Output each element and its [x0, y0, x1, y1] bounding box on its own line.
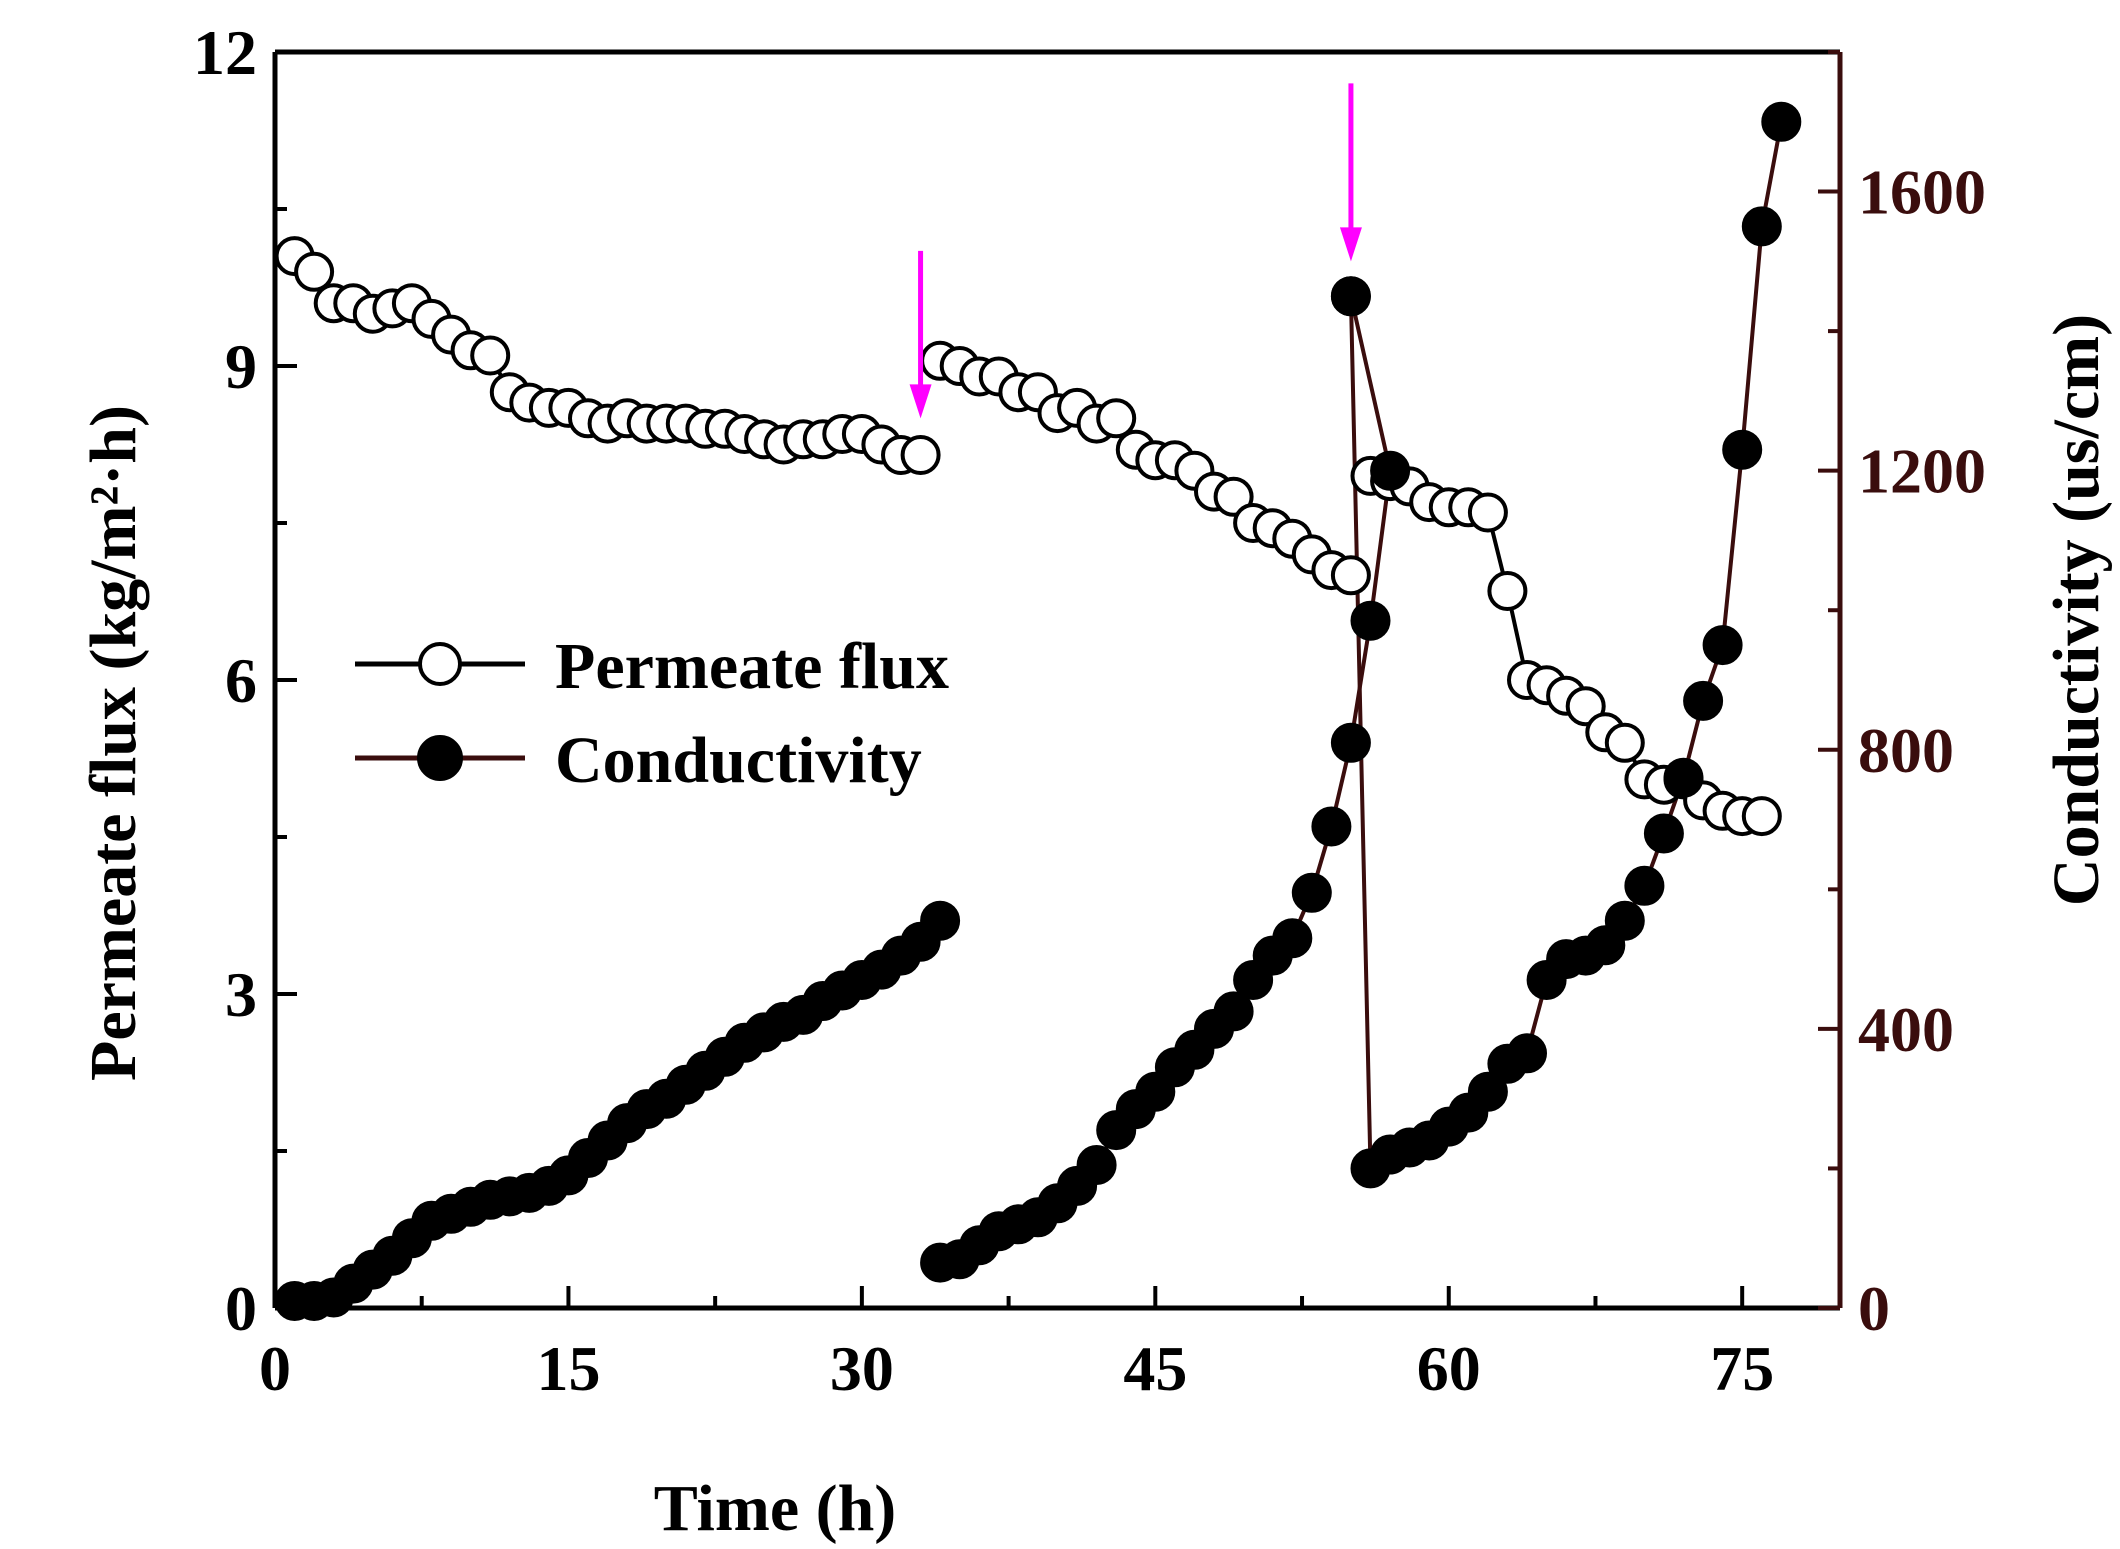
y-tick-label: 9 — [225, 331, 257, 402]
data-point-conductivity — [1643, 813, 1684, 854]
data-point-conductivity — [1311, 806, 1352, 847]
x-tick-label: 75 — [1710, 1333, 1774, 1404]
data-point-conductivity — [920, 900, 961, 941]
arrow-head-0 — [909, 384, 932, 419]
y2-tick-label: 800 — [1858, 715, 1954, 786]
y-tick-label: 3 — [225, 959, 257, 1030]
y2-tick-label: 1200 — [1858, 436, 1986, 507]
data-point-conductivity — [1272, 918, 1313, 959]
y2-tick-label: 1600 — [1858, 157, 1986, 228]
data-point-permeate-flux — [1487, 571, 1528, 611]
y2-axis-title: Conductivity (us/cm) — [2040, 314, 2113, 906]
data-point-conductivity — [1330, 722, 1371, 763]
data-point-conductivity — [1507, 1033, 1547, 1074]
y2-tick-label: 400 — [1858, 994, 1954, 1065]
data-point-permeate-flux — [1604, 722, 1645, 763]
x-tick-label: 60 — [1417, 1333, 1481, 1404]
data-point-conductivity — [1683, 680, 1724, 721]
x-tick-label: 30 — [830, 1333, 894, 1404]
data-point-conductivity — [1370, 450, 1411, 491]
arrow-head-1 — [1339, 227, 1362, 262]
legend-marker-permeate-flux — [418, 642, 462, 686]
data-point-permeate-flux — [1330, 555, 1371, 596]
y2-tick-label: 0 — [1858, 1273, 1890, 1344]
legend-label-permeate-flux: Permeate flux — [555, 630, 949, 703]
data-point-conductivity — [1350, 600, 1391, 641]
data-point-conductivity — [1330, 276, 1371, 317]
data-point-conductivity — [1213, 991, 1254, 1032]
series-line-conductivity-1 — [939, 295, 1393, 1265]
legend-label-conductivity: Conductivity — [555, 724, 922, 797]
data-point-conductivity — [1761, 101, 1802, 142]
data-point-permeate-flux — [294, 251, 335, 292]
data-point-conductivity — [1604, 900, 1645, 941]
y-axis-title: Permeate flux (kg/m²·h) — [77, 405, 150, 1081]
data-point-permeate-flux — [1741, 796, 1782, 837]
x-axis-title: Time (h) — [654, 1472, 897, 1545]
plot-layer — [274, 83, 1802, 1321]
y-tick-label: 6 — [225, 645, 257, 716]
axes-layer: 0 15 30 45 60 75 0 3 6 9 12 0 400 800 1200 1600 — [193, 17, 1986, 1404]
legend: Permeate flux Conductivity — [355, 630, 949, 797]
data-point-conductivity — [1702, 625, 1743, 666]
data-point-permeate-flux — [1213, 476, 1254, 517]
x-tick-label: 15 — [536, 1333, 600, 1404]
data-point-conductivity — [1624, 865, 1665, 906]
y-tick-label: 12 — [193, 17, 257, 88]
data-point-conductivity — [1663, 757, 1704, 798]
x-tick-label: 0 — [259, 1333, 291, 1404]
x-tick-label: 45 — [1123, 1333, 1187, 1404]
data-point-permeate-flux — [900, 435, 941, 475]
data-point-conductivity — [1467, 1071, 1508, 1112]
data-point-conductivity — [1722, 429, 1763, 470]
data-point-conductivity — [1741, 206, 1782, 247]
y-tick-label: 0 — [225, 1273, 257, 1344]
data-point-permeate-flux — [470, 335, 511, 376]
data-point-permeate-flux — [1096, 398, 1137, 439]
data-point-conductivity — [1291, 872, 1332, 913]
data-point-permeate-flux — [1467, 492, 1508, 533]
data-point-permeate-flux — [1565, 686, 1606, 727]
data-point-conductivity — [1076, 1145, 1117, 1185]
legend-marker-conductivity — [417, 735, 463, 781]
